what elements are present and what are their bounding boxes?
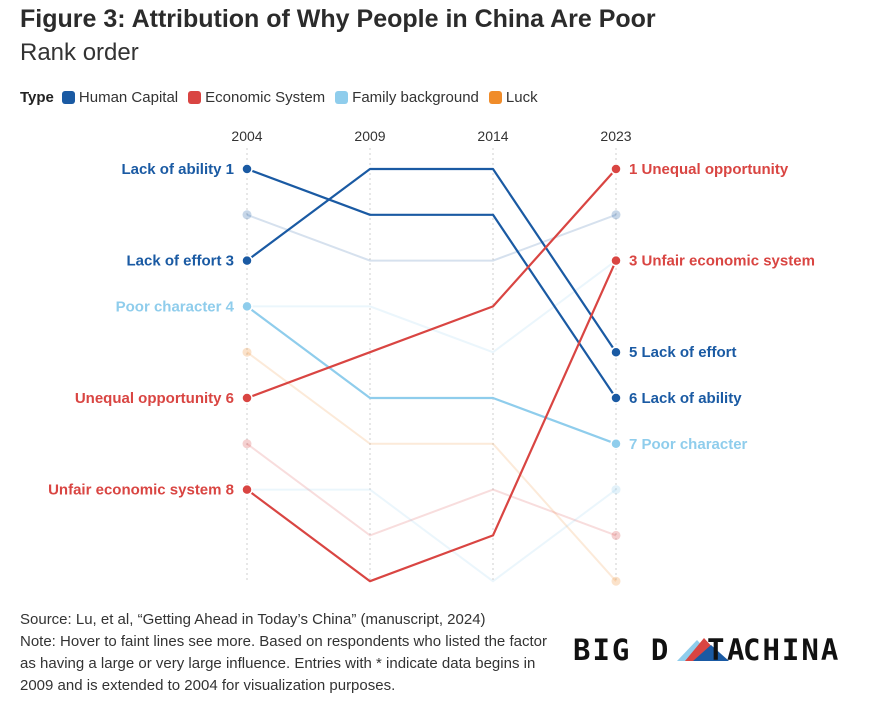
big-data-china-logo: BIG D T A CHINA [573,633,840,667]
end-label-lack-of-effort: 5 Lack of effort [629,344,737,361]
end-label-unfair-economic-system: 3 Unfair economic system [629,253,815,270]
series-point-faint-9 [611,485,621,495]
series-point-poor-character [610,438,622,450]
start-label-lack-of-effort: Lack of effort 3 [126,253,234,270]
series-point-faint-5 [611,210,621,220]
highlighted-lines-layer [241,163,622,583]
series-line-faint-9 [247,488,617,583]
logo-mountain-icon [677,638,729,661]
legend-label: Family background [352,89,479,106]
logo-text-right: CHINA [743,633,840,667]
start-label-lack-of-ability: Lack of ability 1 [121,161,234,178]
series-point-faint-8 [611,530,621,540]
logo-text-t: T [707,633,724,667]
x-tick-2004: 2004 [231,128,262,144]
chart-title: Figure 3: Attribution of Why People in C… [20,5,656,33]
legend-swatch [61,91,75,104]
series-point-faint-8 [242,439,252,449]
logo-text-a: A [727,633,744,667]
series-line-faint-6 [247,259,617,354]
start-label-unfair-economic-system: Unfair economic system 8 [48,482,234,499]
legend-item-luck[interactable]: Luck [488,89,538,106]
legend: Type Human Capital Economic System Famil… [20,89,548,106]
x-tick-2009: 2009 [354,128,385,144]
source-note: Source: Lu, et al, “Getting Ahead in Tod… [20,611,486,628]
series-line-faint-7 [246,351,617,582]
methodology-note: Note: Hover to faint lines see more. Bas… [20,633,547,694]
legend-swatch [488,91,502,104]
series-line-lack-of-ability [246,167,617,399]
legend-swatch [335,91,349,104]
x-tick-2014: 2014 [477,128,508,144]
series-point-unfair-economic-system [610,254,622,267]
series-point-faint-7 [242,347,252,357]
end-label-lack-of-ability: 6 Lack of ability [629,390,742,407]
series-point-unequal-opportunity [241,392,253,404]
x-tick-2023: 2023 [600,128,631,144]
legend-item-economic-system[interactable]: Economic System [188,89,325,106]
footer: Source: Lu, et al, “Getting Ahead in Tod… [20,609,560,697]
chart-subtitle: Rank order [20,39,139,66]
series-point-lack-of-effort [610,346,622,358]
series-line-lack-of-effort [246,167,617,353]
series-point-faint-5 [242,210,252,220]
start-label-poor-character: Poor character 4 [116,298,235,315]
series-point-unfair-economic-system [241,483,253,496]
legend-label: Economic System [205,89,326,106]
series-point-lack-of-ability [610,392,622,404]
legend-item-family-background[interactable]: Family background [335,89,479,106]
series-line-faint-8 [246,442,617,537]
series-point-lack-of-effort [241,254,253,267]
series-point-lack-of-ability [241,163,253,175]
end-label-unequal-opportunity: 1 Unequal opportunity [629,161,789,178]
grid-layer [246,148,617,582]
series-line-unfair-economic-system [246,260,618,583]
labels-layer: 2004 2009 2014 2023 Lack of ability 1 6 Lack … [48,128,815,499]
legend-label: Luck [505,89,538,106]
legend-title: Type [20,89,54,106]
start-label-unequal-opportunity: Unequal opportunity 6 [75,390,234,407]
end-label-poor-character: 7 Poor character [629,436,748,453]
series-point-unequal-opportunity [610,163,622,175]
bump-chart: 2004 2009 2014 2023 Lack of ability 1 6 Lack … [48,128,815,586]
series-point-faint-7 [611,576,621,586]
series-line-unequal-opportunity [246,168,617,400]
legend-item-human-capital[interactable]: Human Capital [61,89,179,106]
series-point-poor-character [241,300,253,313]
legend-swatch [188,91,202,104]
logo-text-left: BIG D [573,633,670,667]
legend-label: Human Capital [78,89,179,106]
series-line-faint-5 [246,213,617,262]
series-line-poor-character [246,305,617,445]
